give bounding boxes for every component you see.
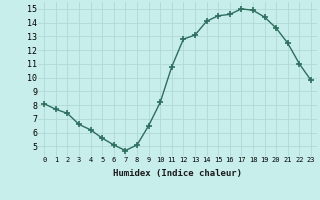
X-axis label: Humidex (Indice chaleur): Humidex (Indice chaleur) xyxy=(113,169,242,178)
